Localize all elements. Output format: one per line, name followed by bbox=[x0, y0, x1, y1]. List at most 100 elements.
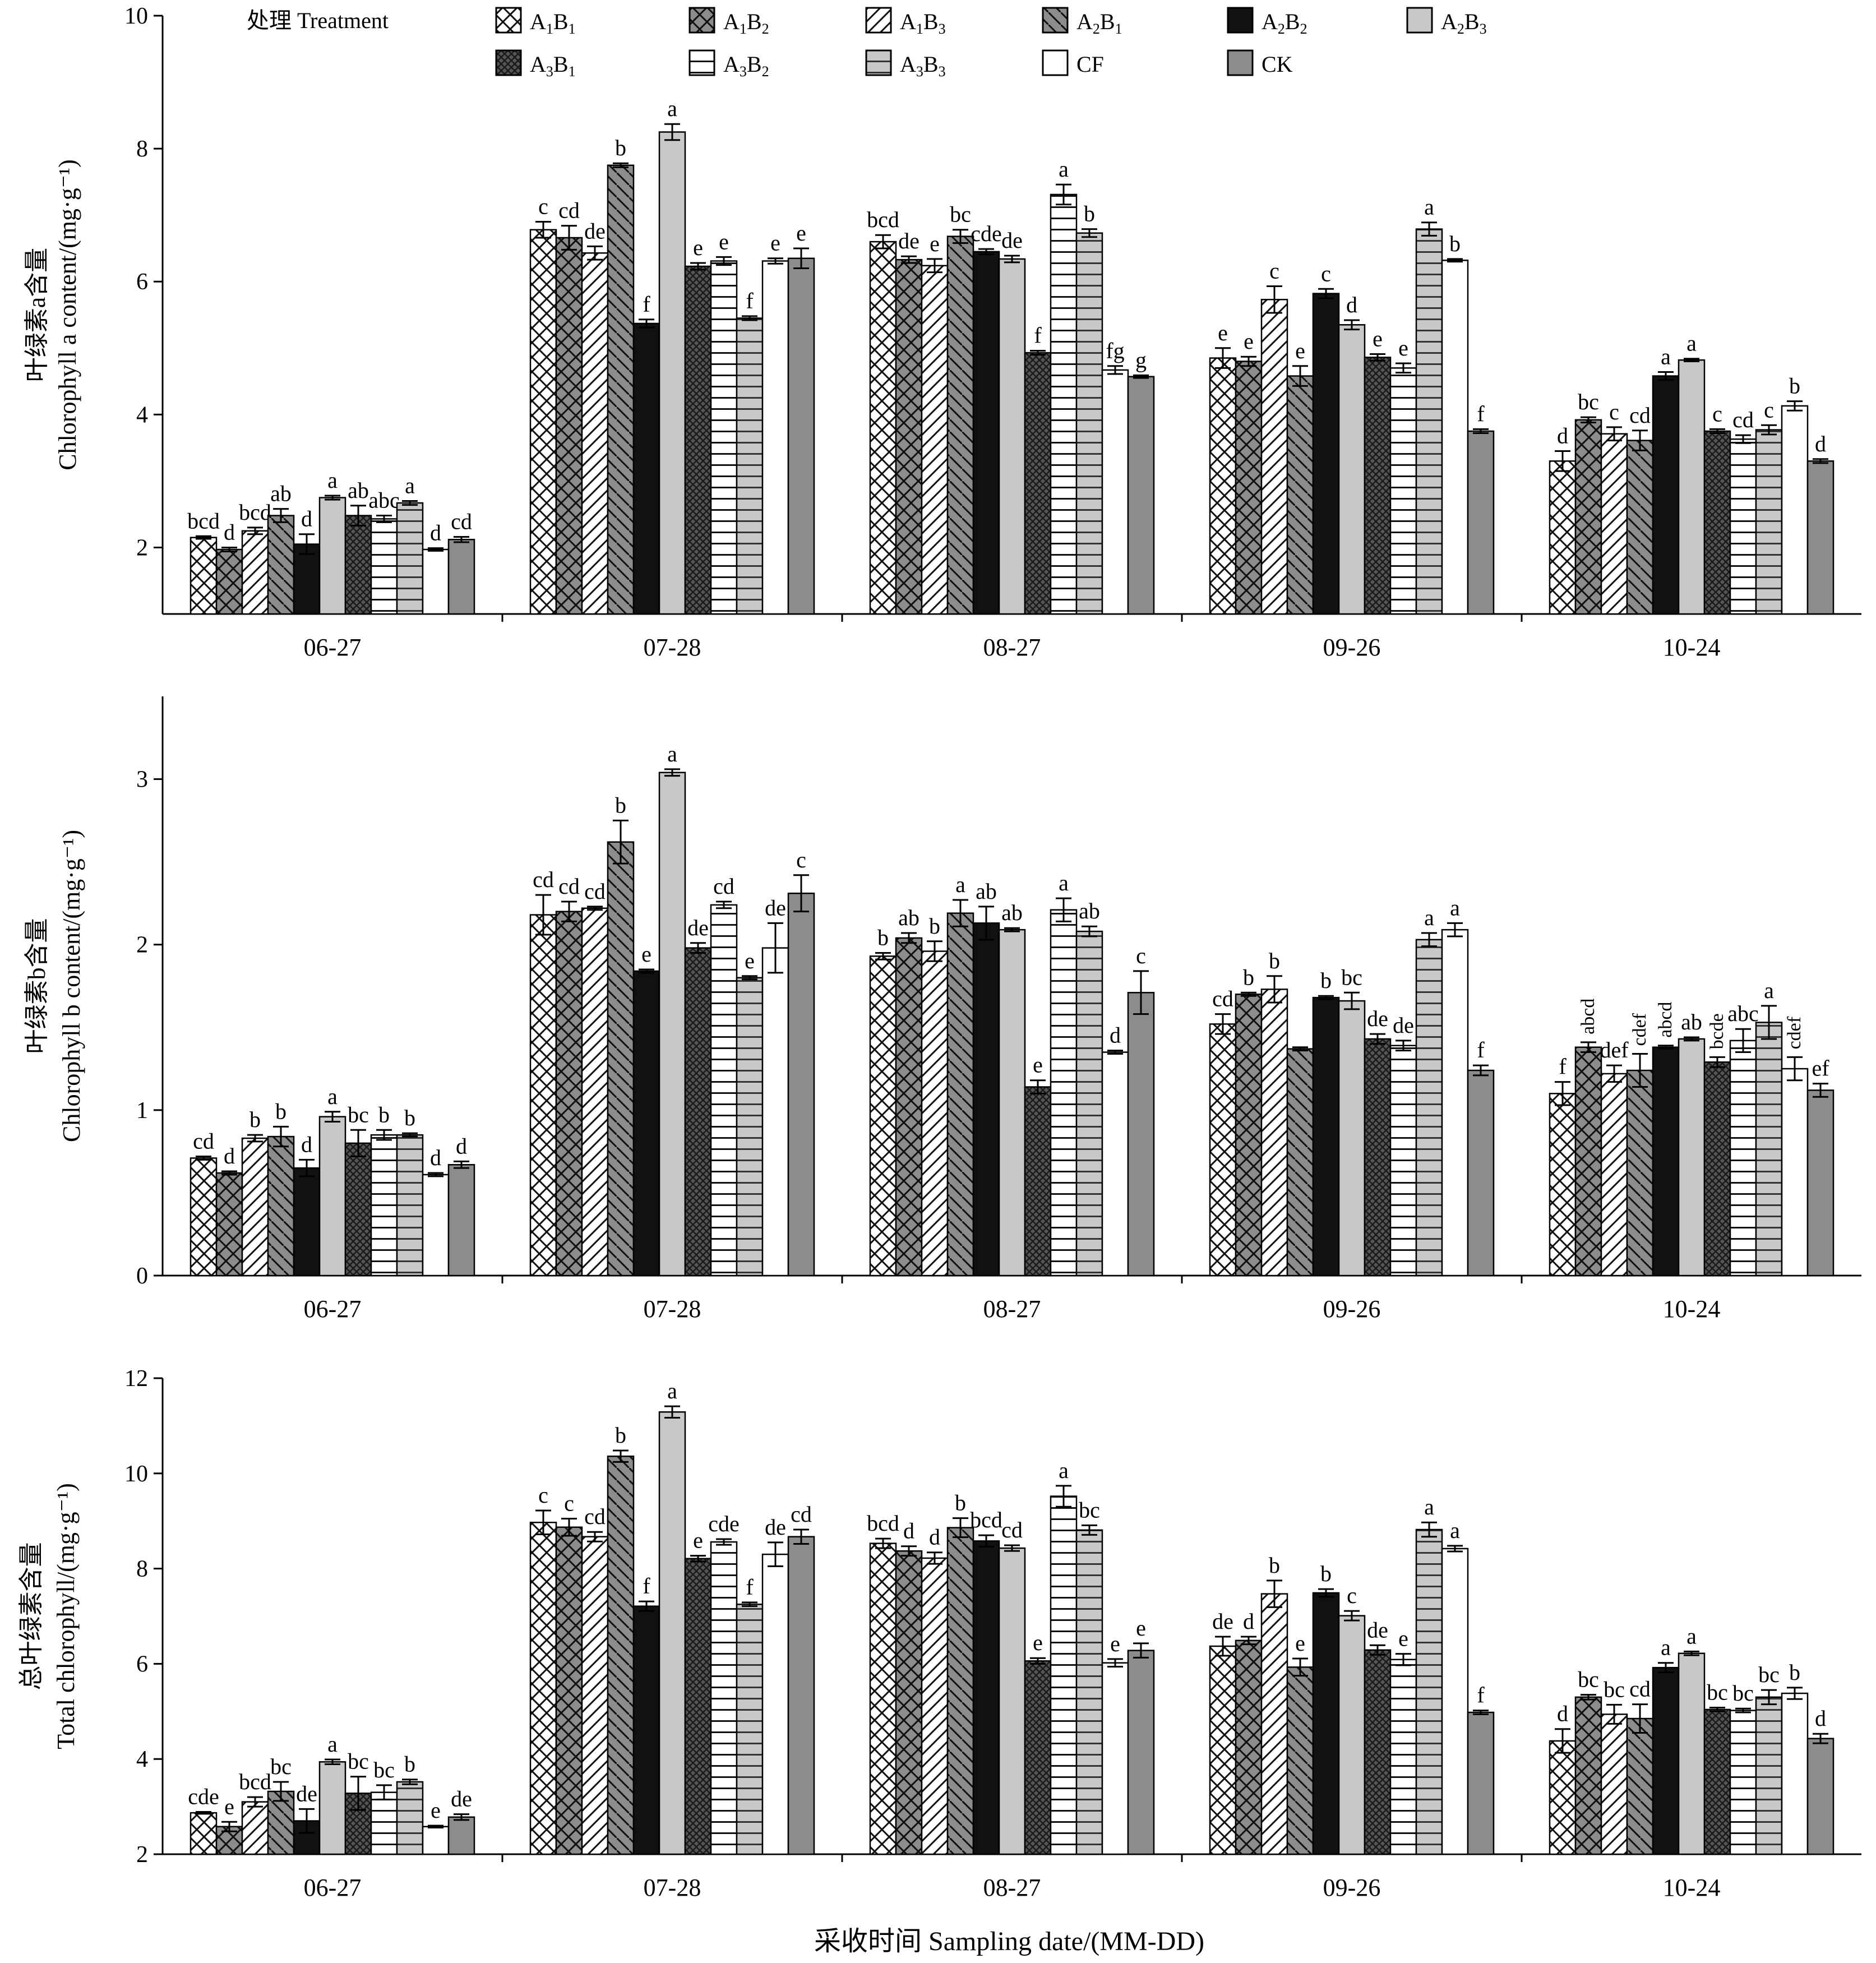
significance-letter: e bbox=[1136, 1615, 1146, 1641]
bar-A3B1 bbox=[344, 1142, 372, 1277]
bar-CK bbox=[1467, 1069, 1495, 1277]
bar-A1B3 bbox=[921, 265, 949, 615]
x-tick-label: 08-27 bbox=[983, 634, 1041, 661]
bar-A3B3 bbox=[736, 317, 764, 615]
legend-label: CF bbox=[1076, 52, 1104, 77]
significance-letter: d bbox=[1557, 1701, 1568, 1726]
significance-letter: cd bbox=[558, 874, 580, 899]
significance-letter: g bbox=[1135, 347, 1147, 372]
legend-swatch bbox=[1042, 7, 1069, 34]
significance-letter: def bbox=[1600, 1037, 1629, 1063]
bar-A2B2 bbox=[632, 322, 660, 615]
bar-A3B1 bbox=[1024, 1660, 1052, 1855]
significance-letter: b bbox=[1269, 1553, 1280, 1578]
bar-A3B2 bbox=[1389, 1045, 1417, 1277]
significance-letter: ab bbox=[976, 879, 997, 904]
y-axis-title: 总叶绿素含量 bbox=[17, 1542, 45, 1691]
legend-swatch bbox=[1227, 7, 1254, 34]
bar-A3B3 bbox=[1075, 232, 1103, 615]
bar-A1B2 bbox=[215, 1172, 243, 1277]
bar-CF bbox=[1781, 405, 1809, 615]
significance-letter: d bbox=[224, 519, 235, 544]
legend-label: A3B3 bbox=[900, 52, 946, 80]
bar-A1B3 bbox=[581, 1536, 609, 1855]
bar-A1B2 bbox=[555, 237, 583, 615]
significance-letter: f bbox=[746, 288, 754, 313]
bar-A3B2 bbox=[370, 1791, 398, 1855]
bar-CF bbox=[761, 260, 789, 615]
significance-letter: c bbox=[1347, 1583, 1357, 1608]
significance-letter: a bbox=[327, 1731, 338, 1757]
significance-letter: cdef bbox=[1784, 1016, 1805, 1049]
significance-letter: b bbox=[275, 1098, 287, 1124]
significance-letter: a bbox=[1686, 331, 1697, 356]
bar-A1B2 bbox=[555, 1526, 583, 1855]
significance-letter: e bbox=[1218, 320, 1228, 345]
significance-letter: b bbox=[615, 792, 626, 817]
significance-letter: e bbox=[1398, 335, 1408, 361]
bar-CK bbox=[1127, 376, 1155, 615]
bar-A3B1 bbox=[684, 265, 712, 615]
significance-letter: a bbox=[667, 741, 677, 766]
bar-A2B2 bbox=[1652, 1046, 1680, 1277]
significance-letter: cd bbox=[791, 1502, 812, 1527]
significance-letter: d bbox=[1557, 423, 1568, 449]
significance-letter: cd bbox=[1732, 407, 1754, 432]
significance-letter: f bbox=[1477, 1683, 1485, 1708]
bar-CK bbox=[1806, 460, 1835, 615]
significance-letter: c bbox=[1321, 261, 1331, 286]
y-axis-title: 叶绿素b含量 bbox=[23, 918, 50, 1054]
legend-entry-A2B3: A2B3 bbox=[1406, 7, 1487, 37]
bar-A2B2 bbox=[1652, 1666, 1680, 1855]
bar-A1B1 bbox=[190, 537, 218, 615]
bar-A1B1 bbox=[529, 229, 557, 615]
x-axis-title: 采收时间 Sampling date/(MM-DD) bbox=[814, 1927, 1204, 1956]
bar-A2B3 bbox=[1678, 1038, 1706, 1277]
bar-A3B1 bbox=[1364, 1038, 1392, 1277]
significance-letter: e bbox=[224, 1794, 234, 1819]
significance-letter: d bbox=[430, 520, 441, 546]
significance-letter: d bbox=[1815, 431, 1826, 456]
legend-title: 处理 Treatment bbox=[247, 8, 389, 33]
bar-A3B3 bbox=[736, 977, 764, 1277]
significance-letter: b bbox=[615, 135, 626, 160]
significance-letter: d bbox=[903, 1518, 914, 1544]
significance-letter: e bbox=[1295, 1631, 1305, 1656]
significance-letter: bcd bbox=[867, 1511, 899, 1536]
significance-letter: ef bbox=[1812, 1056, 1829, 1081]
y-tick-label: 8 bbox=[136, 136, 148, 162]
significance-letter: cde bbox=[188, 1784, 219, 1809]
y-tick-label: 8 bbox=[136, 1556, 148, 1582]
significance-letter: d bbox=[456, 1133, 467, 1158]
bar-A1B3 bbox=[1600, 1713, 1628, 1855]
significance-letter: a bbox=[1424, 1494, 1434, 1519]
bar-A1B3 bbox=[581, 907, 609, 1277]
significance-letter: bcde bbox=[1707, 1013, 1727, 1049]
bar-CF bbox=[761, 1553, 789, 1855]
significance-letter: b bbox=[404, 1105, 415, 1130]
significance-letter: abcd bbox=[1655, 1002, 1676, 1038]
significance-letter: d bbox=[301, 1131, 312, 1157]
significance-letter: bc bbox=[348, 1749, 369, 1774]
bar-A2B1 bbox=[267, 1790, 295, 1855]
bar-A1B2 bbox=[895, 1550, 923, 1855]
significance-letter: b bbox=[1269, 948, 1280, 973]
x-tick-label: 10-24 bbox=[1663, 1295, 1721, 1323]
bar-A3B1 bbox=[1024, 1086, 1052, 1277]
bar-A2B1 bbox=[267, 515, 295, 615]
significance-letter: d bbox=[1243, 1609, 1254, 1634]
bar-CK bbox=[1127, 992, 1155, 1277]
bar-A2B1 bbox=[607, 1455, 635, 1855]
significance-letter: c bbox=[1136, 943, 1146, 968]
bar-A3B2 bbox=[370, 1134, 398, 1277]
bar-A2B1 bbox=[946, 1527, 974, 1855]
significance-letter: e bbox=[1033, 1052, 1043, 1078]
bar-A3B2 bbox=[710, 260, 738, 615]
bar-A1B1 bbox=[869, 1542, 897, 1855]
bar-A3B2 bbox=[1729, 438, 1757, 615]
significance-letter: f bbox=[643, 1573, 650, 1599]
